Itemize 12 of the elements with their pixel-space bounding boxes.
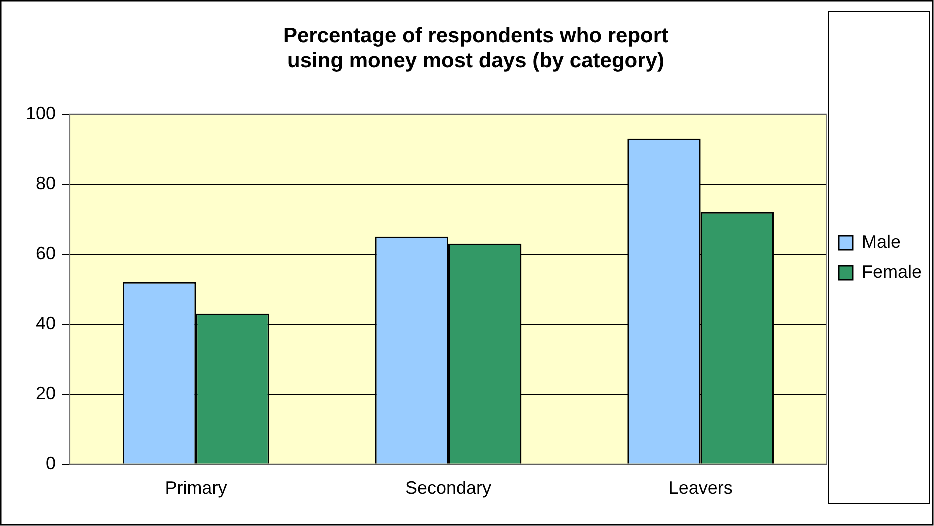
y-tick-label: 20	[36, 383, 56, 404]
x-tick-label: Secondary	[405, 478, 492, 498]
y-tick-label: 80	[36, 173, 56, 194]
y-tick-label: 60	[36, 243, 56, 264]
y-tick-label: 100	[26, 103, 56, 124]
legend-label: Male	[862, 232, 901, 252]
x-tick-label: Primary	[165, 478, 228, 498]
chart-title: Percentage of respondents who report using money most days (by category)	[283, 24, 669, 73]
y-tick-label: 40	[36, 313, 56, 334]
x-tick-label: Leavers	[668, 478, 733, 498]
legend-label: Female	[862, 262, 922, 282]
y-tick-label: 0	[46, 453, 56, 474]
